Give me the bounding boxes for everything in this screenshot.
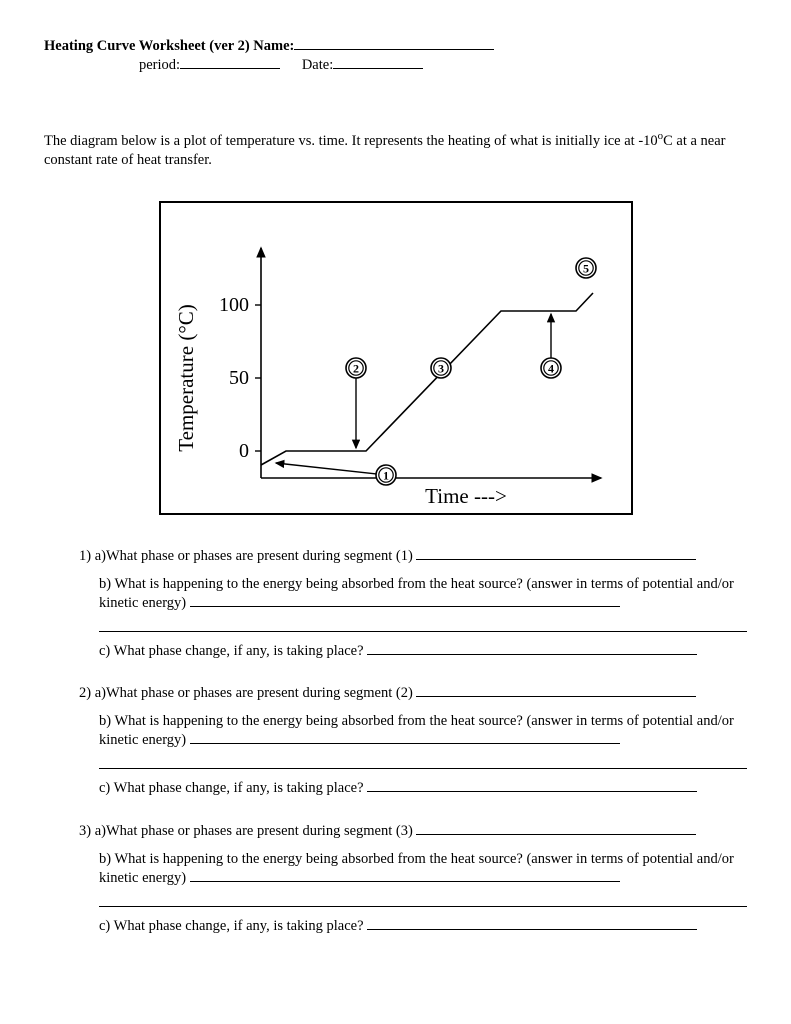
svg-text:5: 5 bbox=[583, 261, 589, 275]
question-part-a: 3) a)What phase or phases are present du… bbox=[79, 823, 747, 840]
q-num: 2) bbox=[79, 685, 91, 701]
answer-blank[interactable] bbox=[190, 881, 620, 882]
title-text: Heating Curve Worksheet (ver 2) Name bbox=[44, 38, 290, 54]
q-a-text: a)What phase or phases are present durin… bbox=[95, 685, 413, 701]
period-label: period bbox=[139, 57, 176, 73]
question-part-c: c) What phase change, if any, is taking … bbox=[99, 642, 747, 661]
question-part-c: c) What phase change, if any, is taking … bbox=[99, 779, 747, 798]
answer-blank-line[interactable] bbox=[99, 615, 747, 632]
answer-blank[interactable] bbox=[367, 654, 697, 655]
intro-pre: The diagram below is a plot of temperatu… bbox=[44, 133, 658, 149]
question-part-a: 1) a)What phase or phases are present du… bbox=[79, 548, 747, 565]
q-c-text: c) What phase change, if any, is taking … bbox=[99, 918, 364, 934]
svg-text:1: 1 bbox=[383, 468, 389, 482]
q-a-text: a)What phase or phases are present durin… bbox=[95, 548, 413, 564]
intro-paragraph: The diagram below is a plot of temperatu… bbox=[44, 129, 747, 171]
svg-text:100: 100 bbox=[219, 294, 249, 316]
svg-text:50: 50 bbox=[229, 367, 249, 389]
answer-blank[interactable] bbox=[416, 834, 696, 835]
svg-text:0: 0 bbox=[239, 440, 249, 462]
question-part-a: 2) a)What phase or phases are present du… bbox=[79, 685, 747, 702]
q-c-text: c) What phase change, if any, is taking … bbox=[99, 643, 364, 659]
questions-list: 1) a)What phase or phases are present du… bbox=[44, 548, 747, 935]
question-block: 2) a)What phase or phases are present du… bbox=[79, 685, 747, 797]
svg-text:4: 4 bbox=[548, 361, 554, 375]
question-block: 1) a)What phase or phases are present du… bbox=[79, 548, 747, 660]
question-part-b: b) What is happening to the energy being… bbox=[99, 712, 747, 769]
q-c-text: c) What phase change, if any, is taking … bbox=[99, 780, 364, 796]
q-a-text: a)What phase or phases are present durin… bbox=[95, 823, 413, 839]
question-part-b: b) What is happening to the energy being… bbox=[99, 575, 747, 632]
figure-container: 0 50 100 Temperature (°C) Time ---> 1 2 3 4 5 bbox=[44, 201, 747, 520]
heating-curve-chart: 0 50 100 Temperature (°C) Time ---> 1 2 3 4 5 bbox=[159, 201, 633, 515]
svg-text:Time --->: Time ---> bbox=[425, 484, 507, 508]
worksheet-header: Heating Curve Worksheet (ver 2) Name: pe… bbox=[44, 38, 747, 74]
date-label: Date bbox=[302, 57, 329, 73]
answer-blank[interactable] bbox=[367, 791, 697, 792]
answer-blank[interactable] bbox=[416, 559, 696, 560]
answer-blank[interactable] bbox=[190, 743, 620, 744]
q-num: 1) bbox=[79, 548, 91, 564]
answer-blank[interactable] bbox=[190, 606, 620, 607]
q-num: 3) bbox=[79, 823, 91, 839]
svg-text:3: 3 bbox=[438, 361, 444, 375]
question-part-b: b) What is happening to the energy being… bbox=[99, 850, 747, 907]
date-blank[interactable] bbox=[333, 68, 423, 69]
period-blank[interactable] bbox=[180, 68, 280, 69]
answer-blank[interactable] bbox=[416, 696, 696, 697]
answer-blank-line[interactable] bbox=[99, 890, 747, 907]
question-block: 3) a)What phase or phases are present du… bbox=[79, 823, 747, 935]
answer-blank-line[interactable] bbox=[99, 752, 747, 769]
svg-text:Temperature (°C): Temperature (°C) bbox=[174, 304, 198, 451]
name-blank[interactable] bbox=[294, 49, 494, 50]
answer-blank[interactable] bbox=[367, 929, 697, 930]
question-part-c: c) What phase change, if any, is taking … bbox=[99, 917, 747, 936]
svg-text:2: 2 bbox=[353, 361, 359, 375]
